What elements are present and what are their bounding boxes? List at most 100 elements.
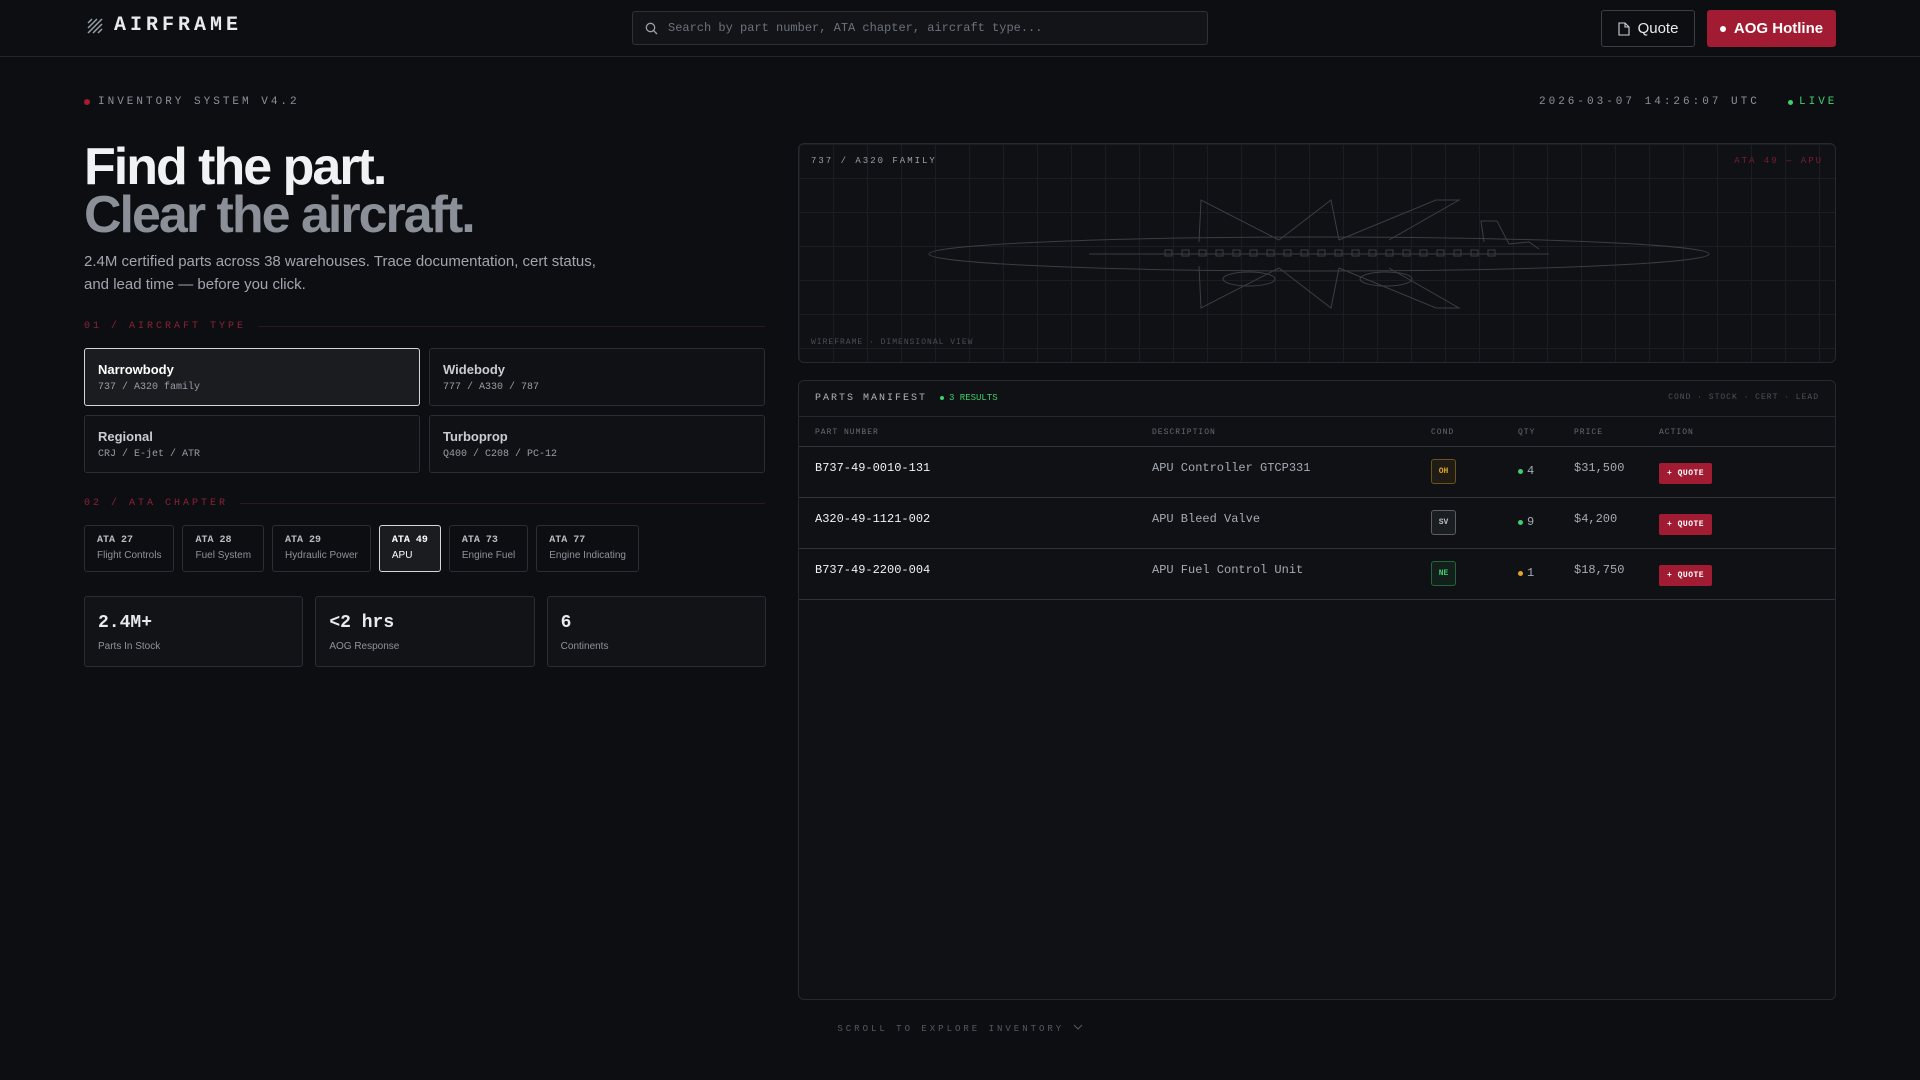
headline-2: Clear the aircraft. — [84, 186, 476, 244]
ata-code: ATA 27 — [97, 535, 134, 546]
qty: 1 — [1518, 566, 1534, 580]
aircraft-name: Widebody — [443, 362, 505, 377]
aog-button[interactable]: AOG Hotline — [1707, 10, 1836, 47]
stat-value: <2 hrs — [329, 613, 395, 633]
qty: 4 — [1518, 464, 1534, 478]
aog-dot — [1719, 25, 1726, 32]
window — [1402, 249, 1411, 257]
aircraft-option[interactable]: Narrowbody 737 / A320 family — [84, 348, 420, 406]
status-dot — [84, 99, 90, 105]
search-placeholder: Search by part number, ATA chapter, airc… — [668, 21, 1043, 35]
aircraft-option[interactable]: Widebody 777 / A330 / 787 — [429, 348, 765, 406]
qty-value: 4 — [1527, 464, 1535, 478]
window — [1453, 249, 1462, 257]
scroll-text: SCROLL TO EXPLORE INVENTORY — [837, 1024, 1065, 1034]
quote-label: Quote — [1637, 20, 1679, 37]
divider — [258, 326, 765, 327]
window — [1470, 249, 1479, 257]
divider — [240, 503, 765, 504]
part-description: APU Bleed Valve — [1152, 512, 1261, 526]
aircraft-name: Narrowbody — [98, 362, 174, 377]
window — [1436, 249, 1445, 257]
window — [1385, 249, 1394, 257]
ata-chip[interactable]: ATA 77 Engine Indicating — [536, 525, 639, 572]
price: $31,500 — [1574, 461, 1625, 475]
cond-badge: NE — [1431, 561, 1456, 586]
stat-value: 2.4M+ — [98, 613, 153, 633]
ata-chip[interactable]: ATA 27 Flight Controls — [84, 525, 175, 572]
ata-name: Engine Fuel — [461, 550, 516, 561]
part-description: APU Controller GTCP331 — [1152, 461, 1311, 475]
manifest-title: PARTS MANIFEST — [815, 393, 928, 404]
headline-1: Find the part. — [84, 138, 387, 196]
aircraft-detail: 777 / A330 / 787 — [443, 382, 540, 393]
aircraft-option[interactable]: Regional CRJ / E-jet / ATR — [84, 415, 420, 473]
qty-value: 9 — [1527, 515, 1535, 529]
stat-label: AOG Response — [329, 641, 400, 652]
aircraft-detail: Q400 / C208 / PC-12 — [443, 449, 558, 460]
wireframe-family: 737 / A320 FAMILY — [811, 156, 937, 166]
quote-action[interactable]: + QUOTE — [1659, 463, 1713, 484]
ata-code: ATA 49 — [391, 535, 428, 546]
stat-label: Parts In Stock — [98, 641, 161, 652]
live-text: LIVE — [1799, 96, 1838, 108]
window — [1164, 249, 1173, 257]
window — [1487, 249, 1496, 257]
section-header: 02 / ATA CHAPTER — [84, 498, 765, 509]
aircraft-name: Turboprop — [443, 429, 508, 444]
ata-name: Hydraulic Power — [285, 550, 358, 561]
quote-action[interactable]: + QUOTE — [1659, 565, 1713, 586]
ata-chip[interactable]: ATA 29 Hydraulic Power — [272, 525, 371, 572]
aircraft-detail: CRJ / E-jet / ATR — [98, 449, 201, 460]
ata-chip[interactable]: ATA 28 Fuel System — [182, 525, 265, 572]
manifest-row[interactable]: A320-49-1121-002 APU Bleed Valve SV 9 $4,200… — [799, 498, 1835, 549]
top-bar: AIRFRAME Search by part number, ATA chap… — [0, 0, 1920, 57]
ata-code: ATA 28 — [195, 535, 232, 546]
window — [1351, 249, 1360, 257]
part-description: APU Fuel Control Unit — [1152, 563, 1304, 577]
qty-value: 1 — [1527, 566, 1535, 580]
aircraft-grid: Narrowbody 737 / A320 family Widebody 777 /… — [84, 348, 765, 473]
manifest-row[interactable]: B737-49-0010-131 APU Controller GTCP331 OH… — [799, 447, 1835, 498]
system-label: INVENTORY SYSTEM V4.2 — [84, 96, 300, 108]
aircraft-name: Regional — [98, 429, 153, 444]
column-headers: PART NUMBER DESCRIPTION COND QTY PRICE ACTION — [799, 417, 1835, 447]
part-number: B737-49-2200-004 — [815, 563, 931, 577]
window — [1198, 249, 1207, 257]
window — [1266, 249, 1275, 257]
ata-code: ATA 77 — [549, 535, 586, 546]
stat-card: 6 Continents — [546, 596, 766, 667]
ata-chip[interactable]: ATA 73 Engine Fuel — [448, 525, 529, 572]
logo-icon — [87, 17, 103, 34]
ata-chips: ATA 27 Flight Controls ATA 28 Fuel System AT… — [84, 525, 639, 572]
quote-button[interactable]: Quote — [1601, 10, 1695, 47]
stock-dot — [1518, 468, 1523, 474]
logo[interactable]: AIRFRAME — [86, 14, 242, 37]
manifest-row[interactable]: B737-49-2200-004 APU Fuel Control Unit NE 1… — [799, 549, 1835, 600]
live-dot — [1788, 99, 1793, 105]
window — [1368, 249, 1377, 257]
aircraft-option[interactable]: Turboprop Q400 / C208 / PC-12 — [429, 415, 765, 473]
chevron — [1073, 1024, 1082, 1030]
ata-chip[interactable]: ATA 49 APU — [378, 525, 441, 572]
file-icon — [1618, 21, 1630, 36]
ata-name: APU — [391, 550, 413, 561]
stat-card: 2.4M+ Parts In Stock — [84, 596, 304, 667]
timestamp: 2026-03-07 14:26:07 UTC — [1539, 96, 1760, 108]
live-indicator: LIVE — [1788, 96, 1837, 108]
search-box[interactable]: Search by part number, ATA chapter, airc… — [632, 11, 1208, 45]
quote-action[interactable]: + QUOTE — [1659, 514, 1713, 535]
ata-name: Flight Controls — [97, 550, 162, 561]
aircraft-detail: 737 / A320 family — [98, 382, 201, 393]
section-header: 01 / AIRCRAFT TYPE — [84, 321, 765, 332]
wireframe-chapter: ATA 49 — APU — [1734, 156, 1823, 166]
window — [1232, 249, 1241, 257]
window — [1317, 249, 1326, 257]
search-icon — [645, 22, 658, 34]
part-number: A320-49-1121-002 — [815, 512, 931, 526]
wireframe-caption: WIREFRAME · DIMENSIONAL VIEW — [811, 338, 974, 347]
column-header: QTY — [1518, 428, 1536, 437]
section-label: 02 / ATA CHAPTER — [84, 498, 229, 509]
